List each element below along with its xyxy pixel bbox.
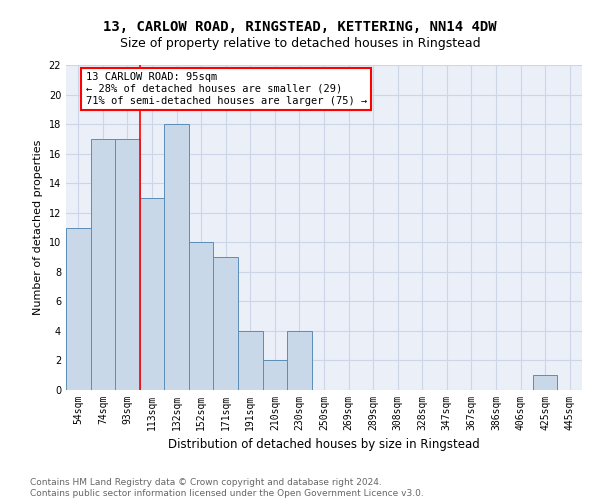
Bar [263,360,287,390]
Text: Contains HM Land Registry data © Crown copyright and database right 2024.
Contai: Contains HM Land Registry data © Crown c… [30,478,424,498]
Y-axis label: Number of detached properties: Number of detached properties [33,140,43,315]
Bar [115,139,140,390]
Bar [287,331,312,390]
Bar [189,242,214,390]
Bar [164,124,189,390]
Bar [140,198,164,390]
Bar [214,257,238,390]
Bar [91,139,115,390]
X-axis label: Distribution of detached houses by size in Ringstead: Distribution of detached houses by size … [168,438,480,452]
Text: 13 CARLOW ROAD: 95sqm
← 28% of detached houses are smaller (29)
71% of semi-deta: 13 CARLOW ROAD: 95sqm ← 28% of detached … [86,72,367,106]
Bar [238,331,263,390]
Text: 13, CARLOW ROAD, RINGSTEAD, KETTERING, NN14 4DW: 13, CARLOW ROAD, RINGSTEAD, KETTERING, N… [103,20,497,34]
Bar [533,375,557,390]
Bar [66,228,91,390]
Text: Size of property relative to detached houses in Ringstead: Size of property relative to detached ho… [119,38,481,51]
